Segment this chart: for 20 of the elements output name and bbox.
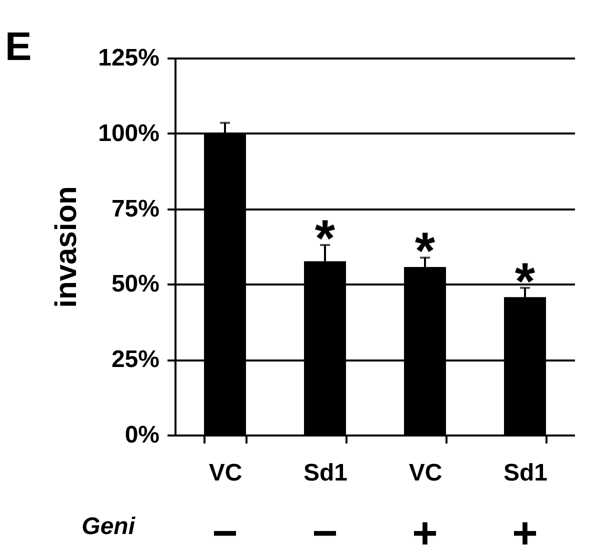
x-tick-label: Sd1 — [503, 460, 548, 486]
y-tick-label: 0% — [124, 422, 160, 448]
x-tick-label: VC — [408, 460, 442, 486]
x-tick-label: VC — [208, 460, 242, 486]
annotation: * — [314, 210, 336, 268]
text: Geni — [82, 513, 136, 540]
y-tick-label: 50% — [111, 270, 160, 298]
text: − — [312, 509, 338, 548]
y-tick-label: 100% — [98, 120, 160, 147]
text: − — [212, 509, 238, 548]
y-tick-label: 25% — [111, 346, 160, 374]
y-tick-label: 125% — [98, 44, 160, 72]
text: E — [5, 25, 32, 69]
text: + — [412, 509, 438, 548]
y-axis-title: invasion — [50, 186, 84, 308]
annotation: * — [514, 252, 536, 311]
y-tick-label: 75% — [111, 195, 160, 222]
x-tick-label: Sd1 — [303, 460, 348, 486]
annotation: * — [414, 222, 436, 281]
text: + — [512, 509, 538, 548]
